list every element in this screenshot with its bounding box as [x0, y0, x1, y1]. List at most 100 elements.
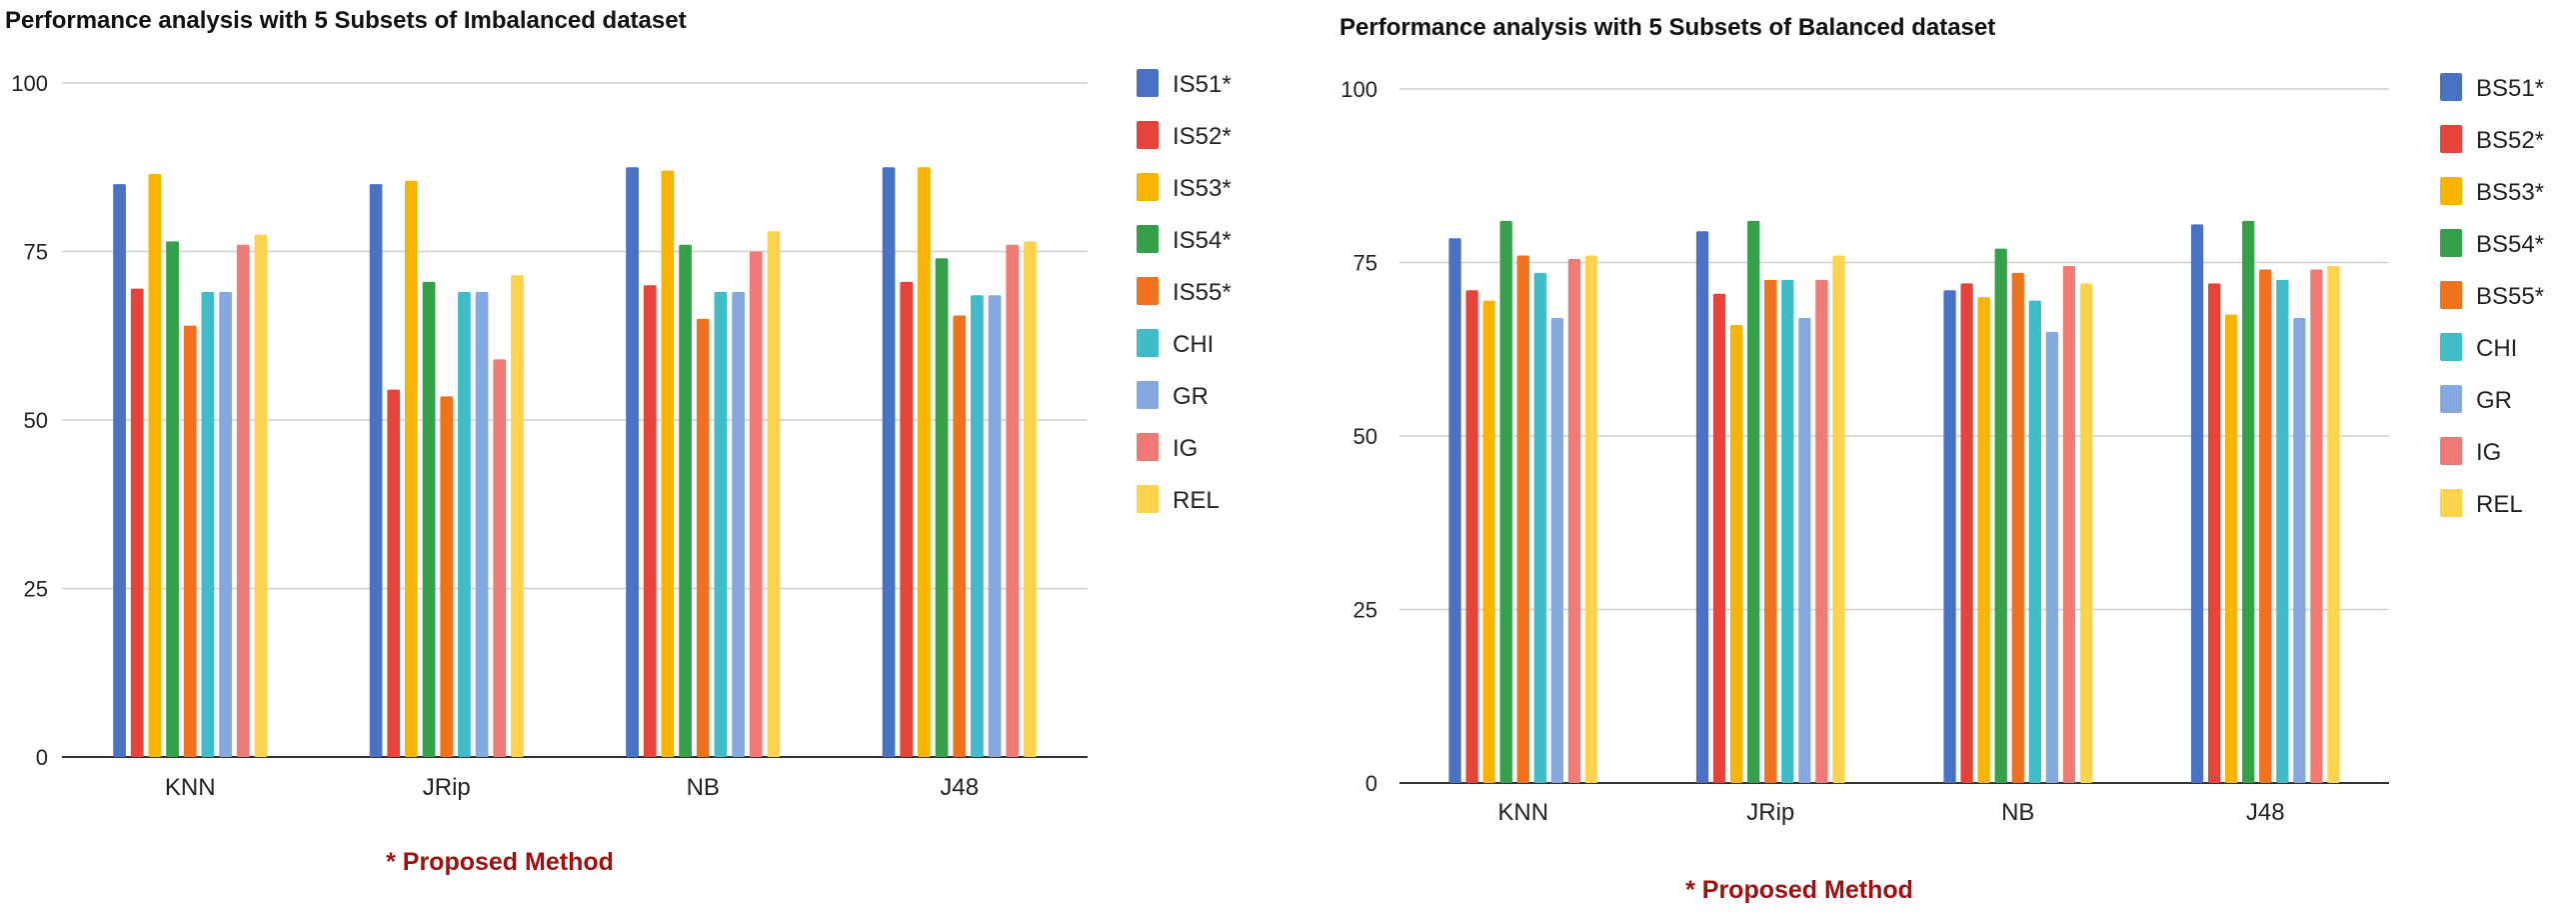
- bar-bs54-knn: [1499, 220, 1512, 784]
- y-tick-label: 0: [1365, 771, 1377, 796]
- legend-entry: REL: [1173, 487, 1220, 514]
- bar-ig-nb: [749, 251, 763, 757]
- bar-is51-nb: [626, 167, 639, 757]
- bar-ig-jrip: [493, 359, 507, 757]
- bar-bs54-nb: [1994, 248, 2007, 783]
- legend-swatch: [1137, 225, 1159, 253]
- bar-chi-jrip: [1781, 279, 1794, 783]
- bar-is52-j48: [900, 281, 914, 757]
- bar-bs53-knn: [1482, 300, 1495, 783]
- legend-entry: IS55*: [1173, 279, 1232, 306]
- legend-entry: IG: [1173, 435, 1198, 462]
- x-category-label: J48: [940, 774, 979, 801]
- x-category-label: NB: [687, 774, 720, 801]
- bar-is51-jrip: [369, 184, 383, 758]
- legend-entry: IS52*: [1173, 123, 1232, 150]
- bar-is55-j48: [953, 315, 967, 757]
- bar-gr-nb: [732, 291, 745, 757]
- bar-is53-jrip: [405, 180, 418, 758]
- bar-bs51-j48: [2190, 224, 2204, 783]
- bar-is52-nb: [643, 285, 657, 757]
- bar-ig-jrip: [1815, 279, 1828, 783]
- bar-bs51-nb: [1943, 290, 1956, 783]
- legend-entry: REL: [2476, 491, 2523, 518]
- legend-swatch: [1137, 381, 1159, 409]
- bar-gr-jrip: [1798, 318, 1811, 783]
- x-category-label: NB: [2001, 799, 2034, 826]
- bar-gr-j48: [988, 295, 1002, 757]
- bar-is54-jrip: [422, 281, 436, 757]
- y-tick-label: 50: [1353, 424, 1377, 449]
- legend-entry: BS53*: [2476, 179, 2544, 206]
- chart-title: Performance analysis with 5 Subsets of B…: [1339, 14, 1995, 41]
- legend-swatch: [2440, 73, 2462, 101]
- bar-chi-j48: [971, 295, 984, 757]
- legend-swatch: [2440, 437, 2462, 465]
- legend-entry: CHI: [1173, 331, 1214, 358]
- bar-bs52-jrip: [1712, 293, 1726, 783]
- chart-2: Performance analysis with 5 Subsets of B…: [1339, 14, 2544, 904]
- bar-rel-knn: [1584, 255, 1598, 783]
- bar-chi-nb: [714, 291, 728, 757]
- bar-gr-nb: [2045, 331, 2058, 783]
- bar-rel-jrip: [511, 275, 524, 757]
- bar-rel-j48: [2327, 265, 2340, 784]
- bar-rel-jrip: [1832, 255, 1845, 783]
- bar-is54-j48: [935, 258, 949, 757]
- legend-entry: IS54*: [1173, 227, 1232, 254]
- bar-bs53-nb: [1977, 297, 1990, 783]
- legend-entry: BS52*: [2476, 127, 2544, 154]
- legend-swatch: [2440, 489, 2462, 517]
- x-category-label: KNN: [165, 774, 216, 801]
- y-tick-label: 50: [24, 408, 48, 433]
- bar-bs51-knn: [1448, 238, 1461, 783]
- legend-swatch: [1137, 329, 1159, 357]
- x-category-label: JRip: [423, 774, 471, 801]
- legend-entry: CHI: [2476, 335, 2517, 362]
- y-tick-label: 25: [24, 577, 48, 602]
- bar-bs55-jrip: [1764, 279, 1777, 783]
- legend-swatch: [2440, 177, 2462, 205]
- bar-bs53-j48: [2225, 314, 2238, 783]
- legend-entry: IG: [2476, 439, 2501, 466]
- bar-bs52-j48: [2207, 283, 2221, 783]
- bar-gr-j48: [2293, 318, 2306, 783]
- bar-rel-nb: [2079, 283, 2093, 783]
- legend-swatch: [2440, 333, 2462, 361]
- legend-entry: IS51*: [1173, 71, 1232, 98]
- chart-title: Performance analysis with 5 Subsets of I…: [5, 7, 687, 34]
- bar-chi-knn: [201, 291, 215, 757]
- bar-ig-knn: [1567, 259, 1581, 783]
- legend-swatch: [2440, 229, 2462, 257]
- bar-bs53-jrip: [1730, 324, 1743, 783]
- bar-bs52-nb: [1960, 283, 1973, 783]
- legend-swatch: [2440, 125, 2462, 153]
- bar-chi-knn: [1533, 272, 1546, 783]
- bar-bs55-nb: [2011, 272, 2024, 783]
- legend-swatch: [1137, 173, 1159, 201]
- bar-bs54-jrip: [1747, 220, 1760, 784]
- y-tick-label: 100: [1340, 77, 1377, 102]
- bar-is52-jrip: [387, 389, 401, 757]
- legend-swatch: [1137, 69, 1159, 97]
- legend-swatch: [2440, 281, 2462, 309]
- bar-rel-knn: [254, 234, 268, 757]
- bar-rel-j48: [1024, 241, 1037, 757]
- y-tick-label: 0: [36, 745, 48, 770]
- bar-chi-jrip: [458, 291, 471, 757]
- bar-is55-jrip: [440, 396, 454, 757]
- bar-ig-j48: [2310, 269, 2323, 783]
- legend-entry: BS51*: [2476, 75, 2544, 102]
- legend-swatch: [1137, 121, 1159, 149]
- bar-is52-knn: [130, 288, 144, 757]
- bar-gr-jrip: [475, 291, 489, 757]
- bar-ig-j48: [1006, 244, 1020, 757]
- bar-chi-j48: [2276, 279, 2289, 783]
- bar-ig-nb: [2062, 265, 2076, 784]
- legend-swatch: [2440, 385, 2462, 413]
- legend-entry: BS54*: [2476, 231, 2544, 258]
- bar-bs55-knn: [1516, 255, 1529, 783]
- y-tick-label: 25: [1353, 598, 1377, 623]
- bar-is55-knn: [183, 325, 197, 757]
- bar-bs55-j48: [2259, 269, 2272, 783]
